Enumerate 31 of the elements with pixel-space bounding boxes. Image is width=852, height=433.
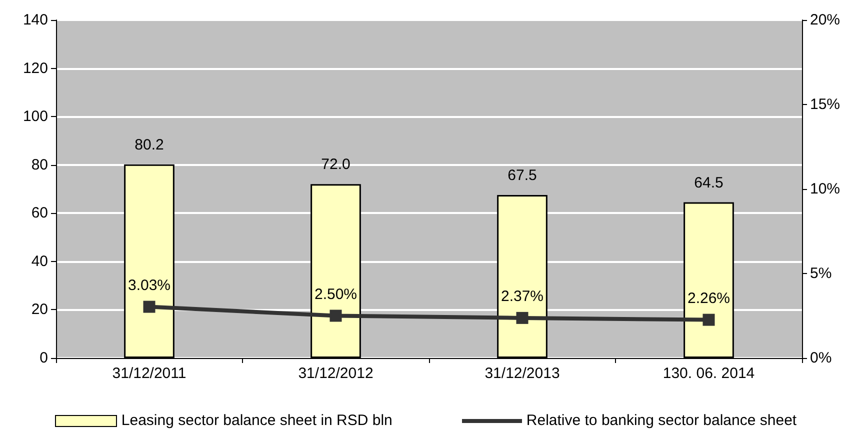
y-tick-label: 60 — [31, 204, 48, 222]
data-label: 2.50% — [314, 286, 358, 303]
x-tick-label: 130. 06. 2014 — [662, 365, 755, 382]
y-tick-label: 80 — [31, 156, 48, 174]
x-tick-label: 31/12/2012 — [298, 365, 374, 382]
data-label: 67.5 — [508, 167, 537, 184]
y2-tick-label: 15% — [810, 96, 840, 113]
y-tick-label: 0 — [40, 350, 48, 366]
data-label: 2.26% — [687, 290, 730, 307]
x-tick-label: 31/12/2013 — [484, 365, 560, 382]
y2-tick-label: 0% — [810, 350, 832, 366]
x-tick-label: 31/12/2011 — [112, 365, 186, 382]
y-tick-label: 140 — [22, 12, 48, 28]
y-tick-label: 120 — [22, 60, 48, 77]
data-label: 64.5 — [694, 174, 724, 192]
y-tick-label: 20 — [31, 301, 48, 318]
point — [143, 300, 156, 313]
legend-label: Leasing sector balance sheet in RSD bln — [121, 412, 392, 429]
y2-tick-label: 5% — [810, 265, 832, 282]
legend-label: Relative to banking sector balance sheet — [526, 412, 797, 429]
y-tick-label: 40 — [31, 252, 48, 270]
data-label: 2.37% — [500, 288, 544, 305]
y-tick-label: 100 — [22, 108, 48, 126]
y2-tick-label: 10% — [810, 180, 840, 198]
y2-tick-label: 20% — [810, 12, 840, 28]
point — [702, 314, 715, 326]
point — [330, 310, 342, 322]
data-label: 3.03% — [128, 276, 171, 294]
data-label: 72.0 — [321, 156, 350, 174]
data-label: 80.2 — [134, 136, 164, 154]
point — [516, 312, 528, 324]
